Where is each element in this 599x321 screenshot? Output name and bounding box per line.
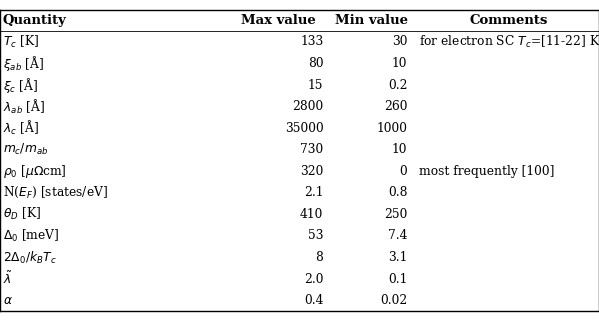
Text: for electron SC $T_c$=[11-22] K: for electron SC $T_c$=[11-22] K — [419, 34, 599, 50]
Text: 2.1: 2.1 — [304, 186, 323, 199]
Text: $m_c/m_{ab}$: $m_c/m_{ab}$ — [3, 142, 49, 157]
Text: 35000: 35000 — [285, 122, 323, 135]
Text: $\xi_{ab}$ [Å]: $\xi_{ab}$ [Å] — [3, 54, 44, 73]
Text: 0.2: 0.2 — [388, 79, 407, 91]
Text: 53: 53 — [308, 230, 323, 242]
Text: $\lambda_{ab}$ [Å]: $\lambda_{ab}$ [Å] — [3, 98, 45, 116]
Text: 1000: 1000 — [376, 122, 407, 135]
Text: 0.02: 0.02 — [380, 294, 407, 307]
Text: $\tilde{\lambda}$: $\tilde{\lambda}$ — [3, 271, 13, 287]
Text: 260: 260 — [384, 100, 407, 113]
Text: 410: 410 — [300, 208, 323, 221]
Text: 730: 730 — [300, 143, 323, 156]
Text: 0: 0 — [400, 165, 407, 178]
Text: 2.0: 2.0 — [304, 273, 323, 286]
Text: $\Delta_0$ [meV]: $\Delta_0$ [meV] — [3, 228, 59, 244]
Text: N($E_F$) [states/eV]: N($E_F$) [states/eV] — [3, 185, 108, 200]
Text: 133: 133 — [300, 35, 323, 48]
Text: Comments: Comments — [470, 14, 548, 27]
Text: most frequently [100]: most frequently [100] — [419, 165, 555, 178]
Text: 15: 15 — [308, 79, 323, 91]
Text: 8: 8 — [316, 251, 323, 264]
Text: $\rho_0$ [$\mu\Omega$cm]: $\rho_0$ [$\mu\Omega$cm] — [3, 163, 66, 180]
Text: 3.1: 3.1 — [388, 251, 407, 264]
Text: Min value: Min value — [335, 14, 408, 27]
Text: 30: 30 — [392, 35, 407, 48]
Text: 10: 10 — [392, 57, 407, 70]
Text: $T_c$ [K]: $T_c$ [K] — [3, 34, 39, 50]
Text: 80: 80 — [308, 57, 323, 70]
Text: $2\Delta_0/k_BT_c$: $2\Delta_0/k_BT_c$ — [3, 249, 56, 265]
Text: Quantity: Quantity — [3, 14, 67, 27]
Text: $\lambda_c$ [Å]: $\lambda_c$ [Å] — [3, 119, 39, 137]
Text: 250: 250 — [384, 208, 407, 221]
Text: $\theta_D$ [K]: $\theta_D$ [K] — [3, 206, 41, 222]
Text: $\xi_c$ [Å]: $\xi_c$ [Å] — [3, 75, 38, 95]
Text: 0.1: 0.1 — [388, 273, 407, 286]
Text: 10: 10 — [392, 143, 407, 156]
Text: 320: 320 — [300, 165, 323, 178]
Text: $\alpha$: $\alpha$ — [3, 294, 13, 307]
Text: 0.8: 0.8 — [388, 186, 407, 199]
Text: 2800: 2800 — [292, 100, 323, 113]
Text: 7.4: 7.4 — [388, 230, 407, 242]
Text: Max value: Max value — [241, 14, 316, 27]
Text: 0.4: 0.4 — [304, 294, 323, 307]
